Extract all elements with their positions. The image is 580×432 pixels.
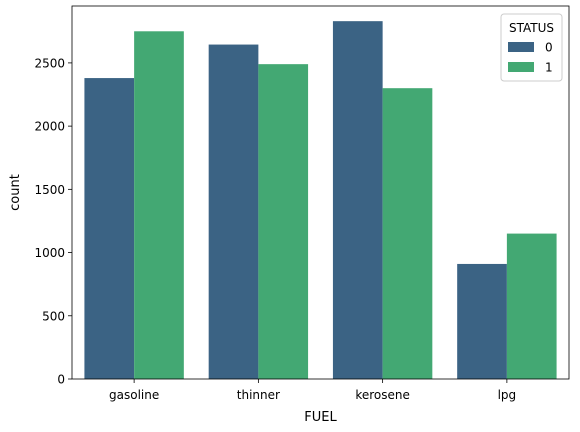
x-axis: gasoline thinner kerosene lpg bbox=[109, 379, 516, 402]
bar-kerosene-status-1 bbox=[382, 88, 433, 379]
y-axis-label: count bbox=[8, 174, 23, 211]
bar-gasoline-status-1 bbox=[134, 31, 184, 379]
legend-label-1: 1 bbox=[545, 61, 553, 75]
legend-items: 01 bbox=[508, 41, 553, 75]
x-tick-label-kerosene: kerosene bbox=[355, 388, 410, 402]
bar-thinner-status-0 bbox=[208, 44, 259, 380]
legend: STATUS 01 bbox=[500, 13, 563, 82]
y-tick-label: 1500 bbox=[34, 183, 65, 197]
y-tick-label: 2000 bbox=[34, 120, 65, 134]
bar-gasoline-status-0 bbox=[84, 78, 135, 379]
x-tick-label-gasoline: gasoline bbox=[109, 388, 159, 402]
legend-swatch-1 bbox=[508, 62, 534, 72]
plot-frame bbox=[71, 5, 570, 380]
y-tick-label: 1000 bbox=[34, 246, 65, 260]
bar-lpg-status-1 bbox=[506, 233, 557, 379]
y-axis: 0 500 1000 1500 2000 2500 bbox=[34, 56, 72, 387]
bar-kerosene-status-0 bbox=[332, 21, 383, 379]
legend-title: STATUS bbox=[509, 21, 554, 35]
bar-lpg-status-0 bbox=[457, 263, 507, 379]
x-tick-label-lpg: lpg bbox=[498, 388, 517, 402]
bar-thinner-status-1 bbox=[258, 64, 309, 379]
y-tick-label: 0 bbox=[57, 373, 65, 387]
y-tick-label: 500 bbox=[42, 309, 65, 323]
y-tick-label: 2500 bbox=[34, 56, 65, 70]
x-tick-label-thinner: thinner bbox=[237, 388, 280, 402]
bars-group bbox=[84, 21, 557, 380]
x-axis-label: FUEL bbox=[304, 410, 337, 425]
legend-label-0: 0 bbox=[545, 41, 553, 55]
legend-swatch-0 bbox=[508, 42, 534, 52]
